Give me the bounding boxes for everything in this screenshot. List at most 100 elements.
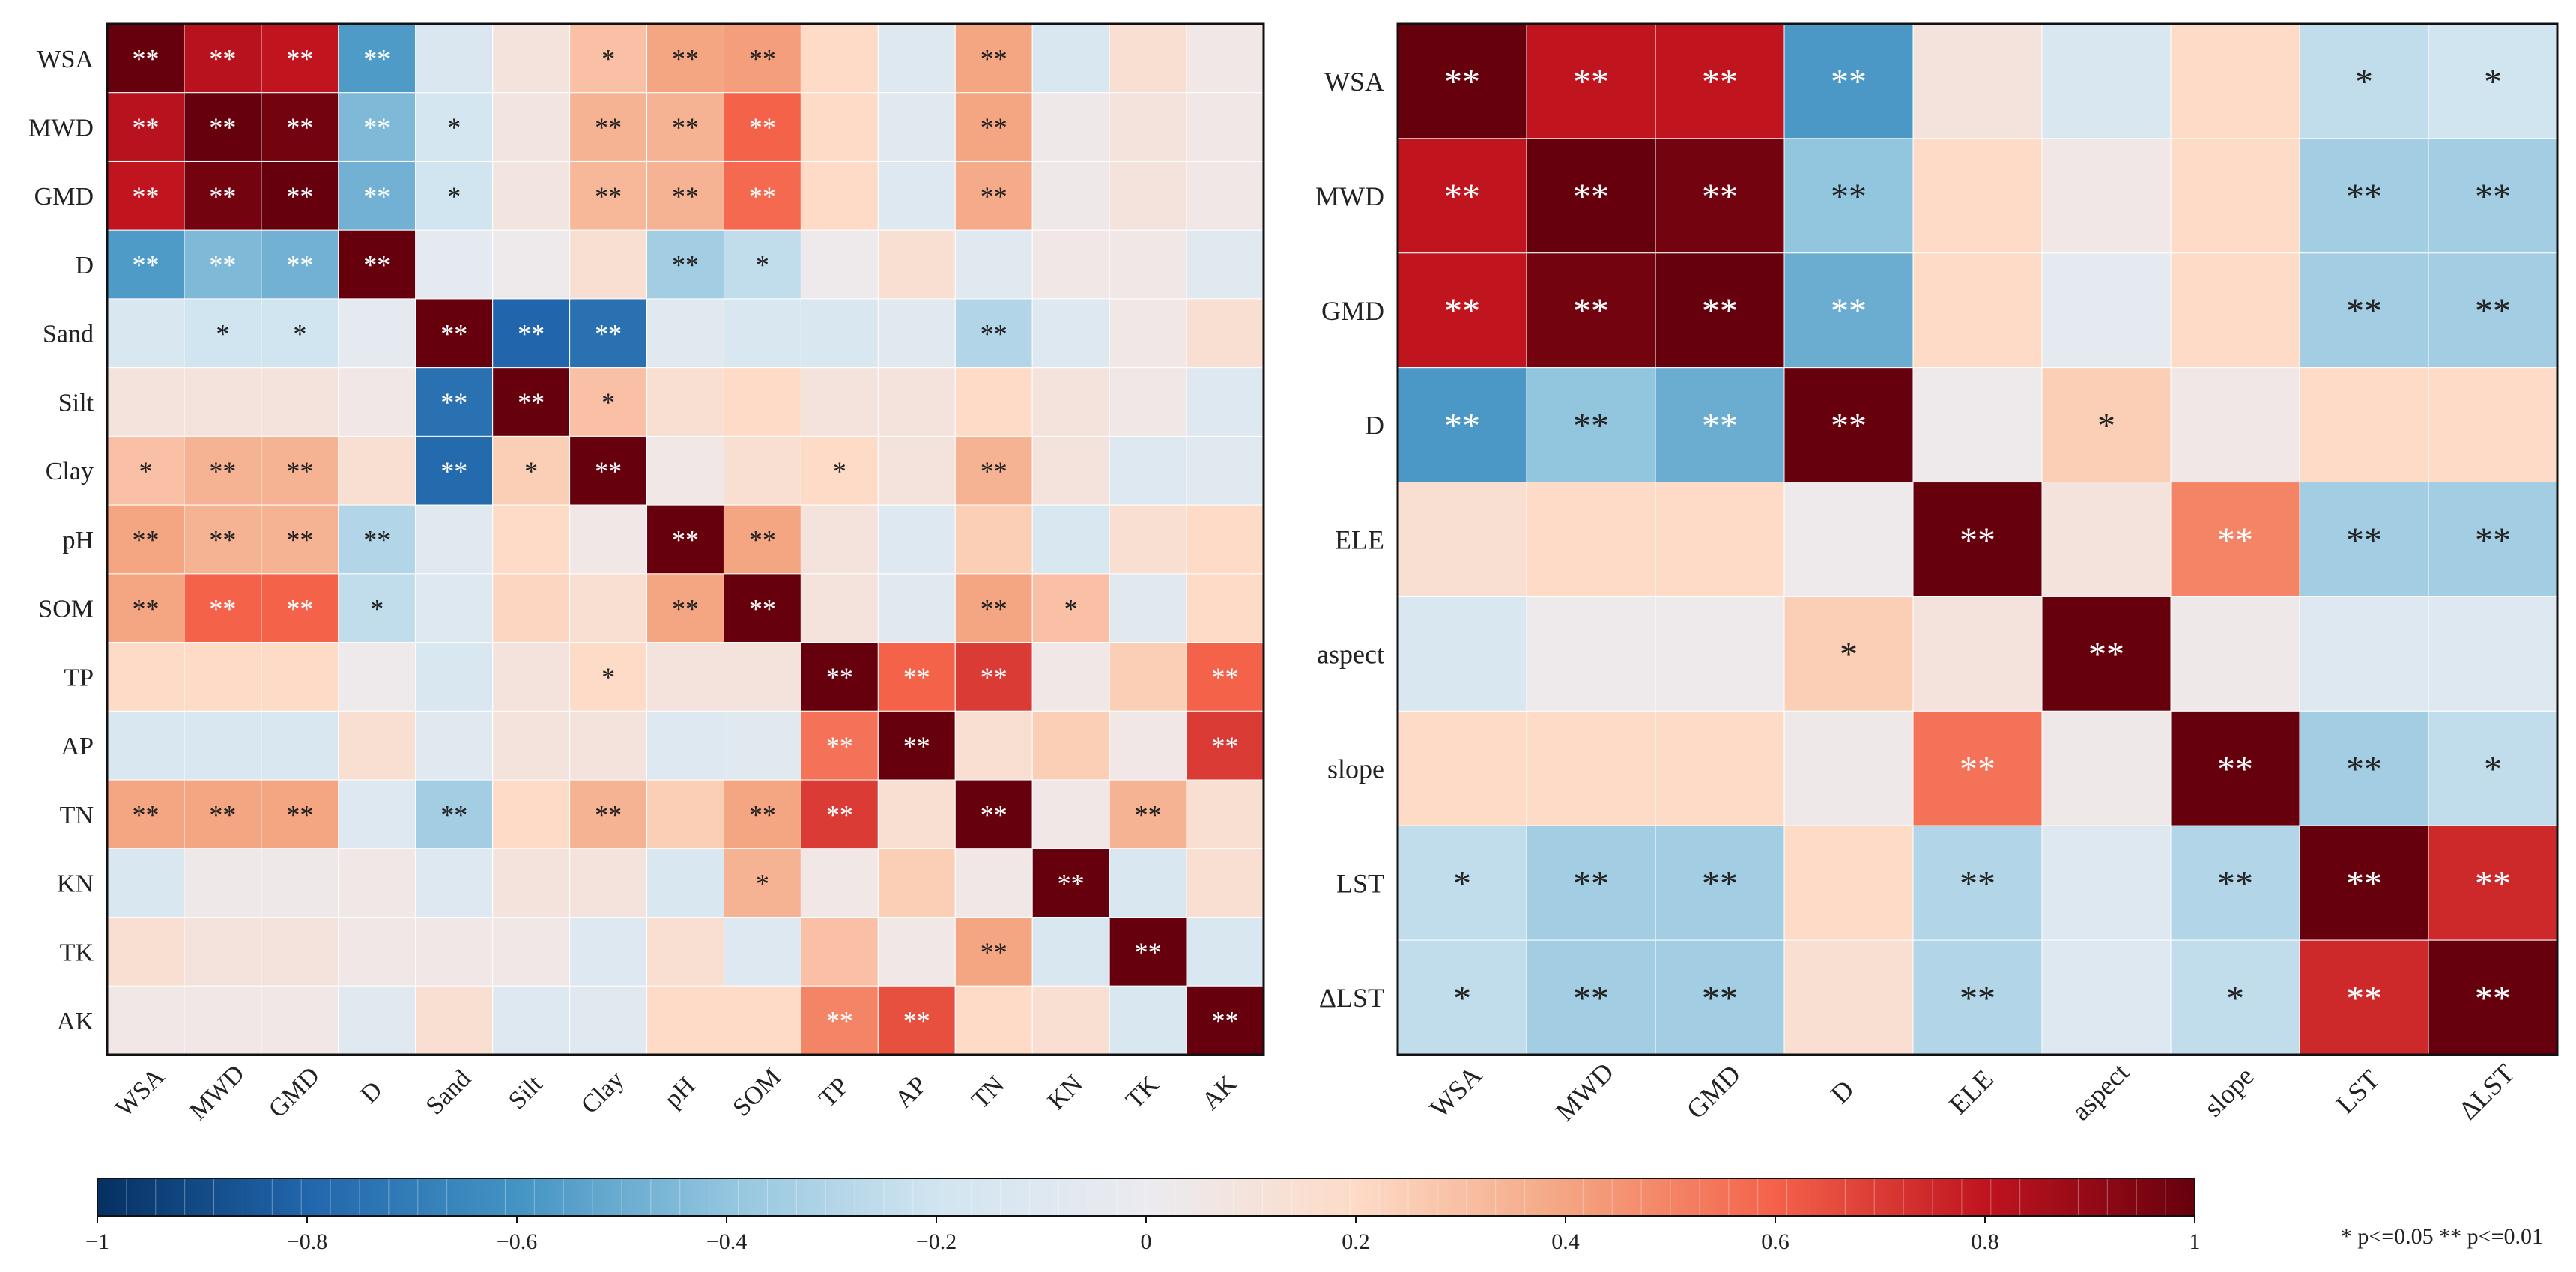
heatmap-cell [1655,482,1785,597]
heatmap-cell [184,367,262,437]
heatmap-cell [1031,642,1110,712]
heatmap-cell [1783,939,1914,1056]
significance-mark: ** [2475,521,2511,560]
heatmap-cell [723,504,801,575]
heatmap-cell [723,848,801,918]
significance-mark: ** [981,662,1007,692]
significance-mark: ** [132,800,159,830]
significance-mark: ** [1573,978,1609,1018]
heatmap-cell [106,642,185,712]
heatmap-cell [261,985,339,1056]
heatmap-cell [569,160,648,231]
significance-mark: ** [2346,864,2382,903]
column-label: TK [1121,1070,1165,1115]
heatmap-cell [569,298,648,369]
heatmap-cell [1783,596,1914,712]
heatmap-cell [646,985,724,1056]
heatmap-cell [492,710,571,781]
heatmap-cell [569,504,648,575]
heatmap-cell [2170,482,2300,597]
heatmap-cell [492,229,571,300]
significance-mark: ** [595,318,622,348]
row-label: Clay [46,458,94,485]
heatmap-cell [184,435,262,506]
significance-mark: ** [981,800,1007,830]
heatmap-cell [800,917,879,987]
heatmap-cell [338,92,416,162]
heatmap-cell [1912,482,2043,597]
heatmap-cell [106,573,185,643]
heatmap-cell [723,779,801,849]
significance-mark: ** [440,387,467,417]
heatmap-cell [723,298,801,369]
heatmap-cell [415,642,494,712]
heatmap-cell [2299,710,2429,826]
heatmap-cell [338,985,416,1056]
heatmap-cell [1186,23,1264,94]
heatmap-cell [2299,596,2429,712]
significance-mark: ** [2475,291,2511,331]
heatmap-cell [646,229,724,300]
heatmap-cell [800,229,879,300]
significance-mark: ** [440,800,467,830]
significance-mark: * [139,456,152,486]
heatmap-cell [338,642,416,712]
heatmap-cell [184,229,262,300]
significance-mark: ** [1444,291,1480,331]
heatmap-cell [877,917,956,987]
heatmap-cell [2428,23,2558,139]
heatmap-cell [877,160,956,231]
heatmap-cell [2170,367,2300,483]
heatmap-cell [1783,367,1914,483]
heatmap-cell [2299,482,2429,597]
heatmap-cell [1912,138,2043,254]
heatmap-frame [1396,22,2559,1056]
column-label: Clay [576,1066,630,1120]
row-label: Silt [58,389,94,417]
colorbar: −1 −0.8 −0.6 −0.4 −0.2 0 0.2 0.4 0.6 0.8 1 [85,1178,2201,1254]
column-label: D [355,1076,388,1109]
heatmap-cell [415,92,494,162]
heatmap-cell [1031,985,1110,1056]
significance-mark: * [1064,593,1078,623]
heatmap-cell [1783,138,1914,254]
significance-mark: ** [286,525,313,555]
heatmap-cell [646,917,724,987]
heatmap-cell [2170,596,2300,712]
column-label: D [1825,1074,1860,1109]
heatmap-cell [1186,229,1264,300]
heatmap-cell [1186,435,1264,506]
heatmap-cell [800,92,879,162]
significance-mark: * [601,387,615,417]
heatmap-cell [1397,939,1527,1056]
heatmap-cell [338,298,416,369]
heatmap-cell [954,917,1033,987]
significance-mark: ** [1058,868,1085,898]
heatmap-cell [1526,710,1656,826]
heatmap-cell [800,573,879,643]
significance-mark: * [293,318,306,348]
significance-mark: ** [1702,62,1738,102]
significance-mark: ** [749,43,776,73]
heatmap-cell [723,160,801,231]
heatmap-cell [2170,710,2300,826]
significance-mark: * [833,456,846,486]
heatmap-cell [492,23,571,94]
significance-mark: ** [981,112,1007,142]
heatmap-cell [1186,985,1264,1056]
row-label: WSA [1324,67,1384,97]
heatmap-cell [1031,92,1110,162]
significance-mark: ** [1831,177,1867,216]
heatmap-cell [261,642,339,712]
colorbar-tick-label: −0.6 [497,1229,537,1254]
significance-mark: ** [826,731,853,761]
heatmap-cell [415,160,494,231]
significance-mark: ** [2217,750,2253,790]
heatmap-cell [1655,596,1785,712]
significance-mark: ** [286,250,313,280]
heatmap-cell [492,435,571,506]
significance-mark: ** [2217,864,2253,903]
heatmap-cell [954,504,1033,575]
heatmap-cell [1783,710,1914,826]
heatmap-cell [2299,939,2429,1056]
